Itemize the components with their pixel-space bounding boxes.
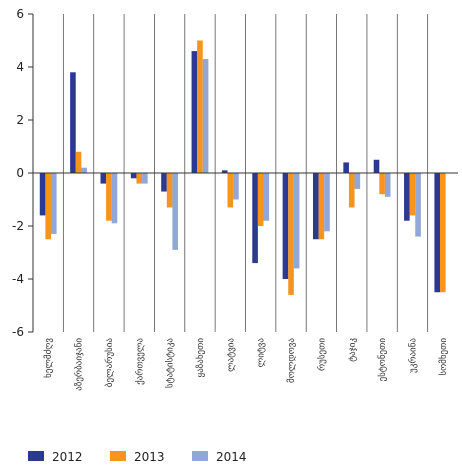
y-tick-labels: -6 -4 -2 0 2 4 6 <box>12 7 24 339</box>
y-tick-label: 0 <box>16 166 24 180</box>
x-category-label: ქართველა <box>134 338 145 385</box>
y-tick-label: 6 <box>16 7 24 21</box>
x-category-label: მოლდოვა <box>286 338 297 383</box>
x-category-label: ტაჯიკ <box>348 338 358 362</box>
axes <box>28 13 458 333</box>
y-tick-label: 4 <box>16 60 24 74</box>
bar-2012-3 <box>100 173 107 184</box>
bar-2012-5 <box>161 173 167 192</box>
bar-2013-2 <box>75 151 82 173</box>
x-category-label: ბელარუსია <box>104 338 115 388</box>
bar-2014-6 <box>202 59 209 173</box>
bar-2014-1 <box>50 173 57 234</box>
x-category-label: აზერბაიჯანი <box>74 338 85 391</box>
x-category-label: ლატვია <box>226 338 236 372</box>
bar-2012-6 <box>191 51 198 173</box>
bar-2012-14 <box>434 173 441 293</box>
bar-2013-13 <box>409 173 416 216</box>
bar-2012-8 <box>252 173 258 264</box>
bar-2012-7 <box>221 170 228 173</box>
legend-label-2013: 2013 <box>134 450 165 464</box>
bar-2013-11 <box>348 173 355 208</box>
bar-2013-1 <box>45 173 51 240</box>
bar-2012-13 <box>404 173 410 221</box>
bar-2013-9 <box>288 173 294 295</box>
x-category-label: სტატისტიკა <box>165 338 176 389</box>
bar-2014-9 <box>293 173 300 269</box>
bar-2013-14 <box>440 173 446 293</box>
bar-2014-12 <box>384 173 391 197</box>
bar-2013-5 <box>166 173 173 208</box>
legend-label-2012: 2012 <box>52 450 83 464</box>
bar-2014-11 <box>354 173 361 189</box>
bar-2013-6 <box>197 40 203 173</box>
bar-2013-3 <box>106 173 112 221</box>
x-category-label: ლიტვა <box>257 338 267 368</box>
bar-2014-2 <box>81 167 87 173</box>
bar-2014-10 <box>324 173 330 232</box>
x-category-label: რუსეთი <box>316 338 327 371</box>
bar-2012-9 <box>282 173 289 279</box>
bar-2014-4 <box>142 173 148 184</box>
y-tick-label: -6 <box>12 325 24 339</box>
x-category-label: ხელმძღვ <box>43 338 54 378</box>
bar-2013-8 <box>257 173 264 226</box>
legend-swatch-2014 <box>192 451 208 461</box>
y-tick-label: -2 <box>12 219 24 233</box>
x-category-label: უკრაინა <box>407 338 418 373</box>
y-tick-label: 2 <box>16 113 24 127</box>
bar-2012-11 <box>343 162 349 173</box>
x-category-label: ესტონეთი <box>377 338 388 382</box>
x-category-label: სომხეთი <box>438 338 449 376</box>
bar-2012-12 <box>373 159 380 173</box>
bar-2013-7 <box>227 173 234 208</box>
bar-2012-10 <box>312 173 319 240</box>
bar-2012-1 <box>39 173 46 216</box>
bar-2012-2 <box>70 72 76 173</box>
legend-label-2014: 2014 <box>216 450 247 464</box>
x-tick-labels: ხელმძღვ აზერბაიჯანი ბელარუსია ქართველა სტატი… <box>43 338 449 391</box>
legend-swatch-2012 <box>28 451 44 461</box>
bar-2013-10 <box>318 173 325 240</box>
legend: 2012 2013 2014 <box>28 450 247 464</box>
x-category-label: ყაზახეთი <box>195 338 206 378</box>
bar-2013-4 <box>136 173 143 184</box>
bar-2014-7 <box>233 173 239 200</box>
legend-swatch-2013 <box>110 451 126 461</box>
bar-2013-12 <box>379 173 385 195</box>
bars <box>39 40 446 295</box>
y-tick-label: -4 <box>12 272 24 286</box>
bar-2014-3 <box>111 173 118 224</box>
bar-2014-13 <box>415 173 421 237</box>
bar-2012-4 <box>130 173 137 179</box>
bar-2014-5 <box>172 173 179 250</box>
bar-2014-8 <box>263 173 270 221</box>
